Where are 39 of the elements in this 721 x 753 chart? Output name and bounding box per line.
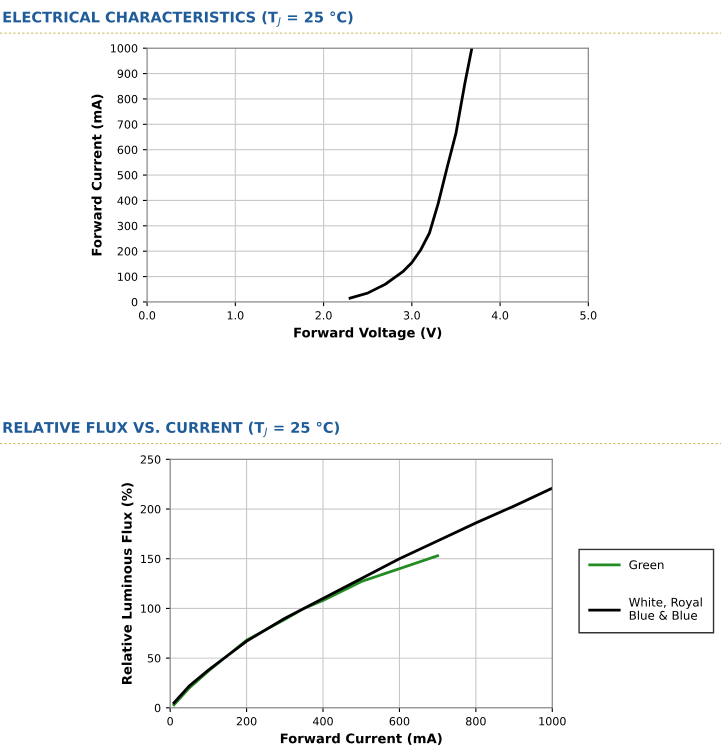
- x-tick-label: 800: [466, 717, 486, 726]
- y-axis-title: Forward Current (mA): [91, 94, 104, 256]
- x-tick-label: 0: [167, 717, 173, 726]
- line-series: [348, 48, 474, 300]
- x-axis-title: Forward Voltage (V): [294, 327, 442, 340]
- y-tick-label: 0: [132, 298, 138, 306]
- y-tick-label: 150: [141, 554, 160, 564]
- x-tick-label: 600: [390, 717, 410, 726]
- x-tick-label: 1000: [539, 717, 566, 726]
- chart-title: ELECTRICAL CHARACTERISTICS (T$_{J}$ = 25 °C): [4, 11, 352, 27]
- y-tick-label: 1000: [111, 44, 138, 53]
- x-axis-title: Forward Current (mA): [280, 733, 442, 745]
- y-tick-label: 200: [118, 247, 138, 256]
- x-tick-label: 200: [236, 717, 256, 726]
- y-tick-label: 100: [141, 604, 160, 613]
- y-tick-label: 800: [118, 94, 138, 104]
- y-tick-label: 200: [140, 505, 160, 514]
- x-tick-label: 0.0: [138, 311, 156, 320]
- x-tick-label: 400: [312, 717, 333, 726]
- legend-label: Green: [629, 560, 664, 570]
- y-tick-label: 900: [118, 70, 138, 78]
- x-tick-label: 1.0: [228, 311, 244, 320]
- x-tick-label: 4.0: [492, 311, 508, 320]
- y-tick-label: 100: [118, 272, 138, 281]
- legend-label: White, Royal Blue & Blue: [629, 597, 702, 620]
- x-tick-label: 3.0: [404, 311, 420, 320]
- y-tick-label: 700: [118, 120, 138, 129]
- y-tick-label: 400: [117, 196, 138, 205]
- y-tick-label: 250: [140, 455, 160, 464]
- chart-title: RELATIVE FLUX VS. CURRENT (T$_{J}$ = 25 °C): [4, 422, 339, 438]
- y-tick-label: 50: [148, 654, 160, 662]
- y-tick-label: 600: [118, 146, 138, 154]
- x-tick-label: 5.0: [580, 311, 596, 320]
- x-tick-label: 2.0: [316, 311, 332, 320]
- y-tick-label: 500: [118, 171, 138, 180]
- y-tick-label: 0: [154, 704, 160, 712]
- y-tick-label: 300: [118, 222, 138, 230]
- line-series: [172, 486, 552, 704]
- y-axis-title: Relative Luminous Flux (%): [122, 483, 134, 684]
